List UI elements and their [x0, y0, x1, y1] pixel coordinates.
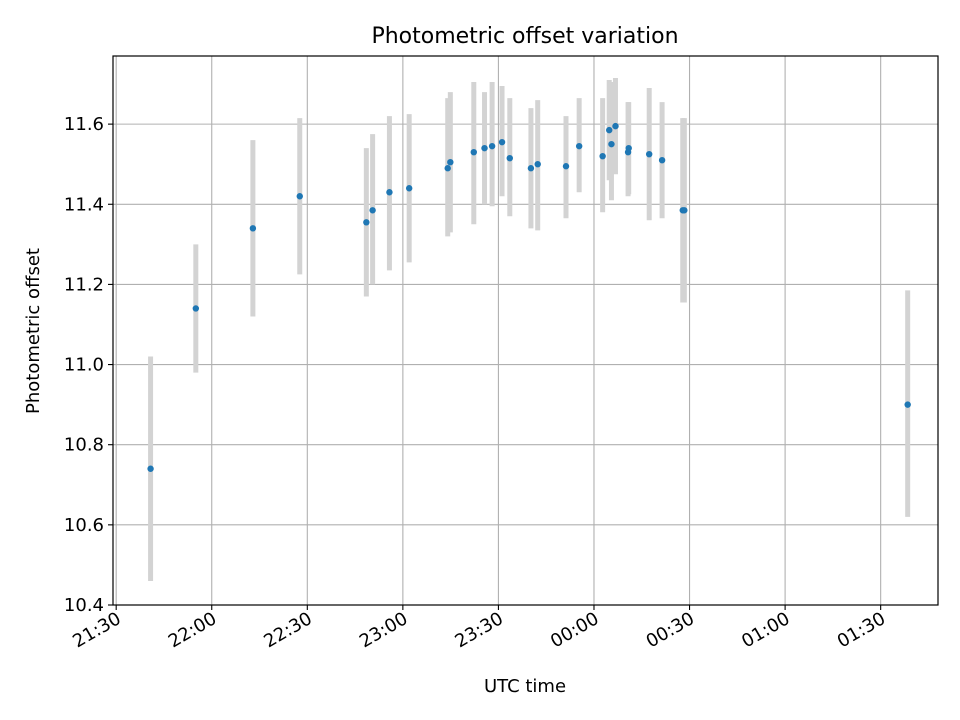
y-tick-label: 10.4 — [64, 595, 104, 616]
y-tick-label: 11.0 — [64, 355, 104, 376]
data-point — [488, 142, 496, 150]
plot-frame — [112, 55, 939, 606]
data-point — [447, 158, 454, 166]
data-point — [612, 122, 619, 130]
data-point — [498, 138, 506, 146]
data-point — [562, 163, 570, 170]
data-point — [658, 156, 666, 164]
data-point — [534, 160, 541, 168]
data-point — [608, 140, 615, 148]
data-point — [527, 165, 535, 172]
data-point — [681, 207, 688, 214]
data-point — [444, 165, 451, 172]
y-axis-label: Photometric offset — [23, 248, 44, 414]
data-point — [506, 154, 513, 162]
data-point — [147, 465, 154, 472]
data-point — [645, 150, 653, 158]
data-point — [249, 225, 257, 232]
data-points — [147, 122, 911, 472]
data-point — [904, 401, 911, 408]
y-tick-label: 10.6 — [64, 515, 104, 536]
x-axis-label: UTC time — [484, 676, 566, 697]
data-point — [625, 144, 632, 152]
data-point — [296, 193, 303, 200]
y-tick-label: 11.2 — [64, 274, 104, 295]
chart-title: Photometric offset variation — [371, 24, 678, 49]
plot-area — [113, 56, 938, 605]
data-point — [575, 142, 583, 150]
y-tick-label: 11.4 — [64, 194, 104, 215]
data-point — [363, 219, 370, 226]
y-axis-ticks: 10.4 10.6 10.8 11.0 11.2 11.4 11.6 — [64, 114, 113, 616]
data-point — [599, 152, 606, 160]
data-point — [470, 148, 477, 156]
data-point — [369, 207, 376, 214]
data-point — [405, 185, 413, 192]
data-point — [481, 144, 488, 152]
y-tick-label: 11.6 — [64, 114, 104, 135]
y-tick-label: 10.8 — [64, 435, 104, 456]
data-point — [192, 305, 200, 312]
data-point — [386, 189, 393, 196]
data-point — [606, 126, 613, 134]
